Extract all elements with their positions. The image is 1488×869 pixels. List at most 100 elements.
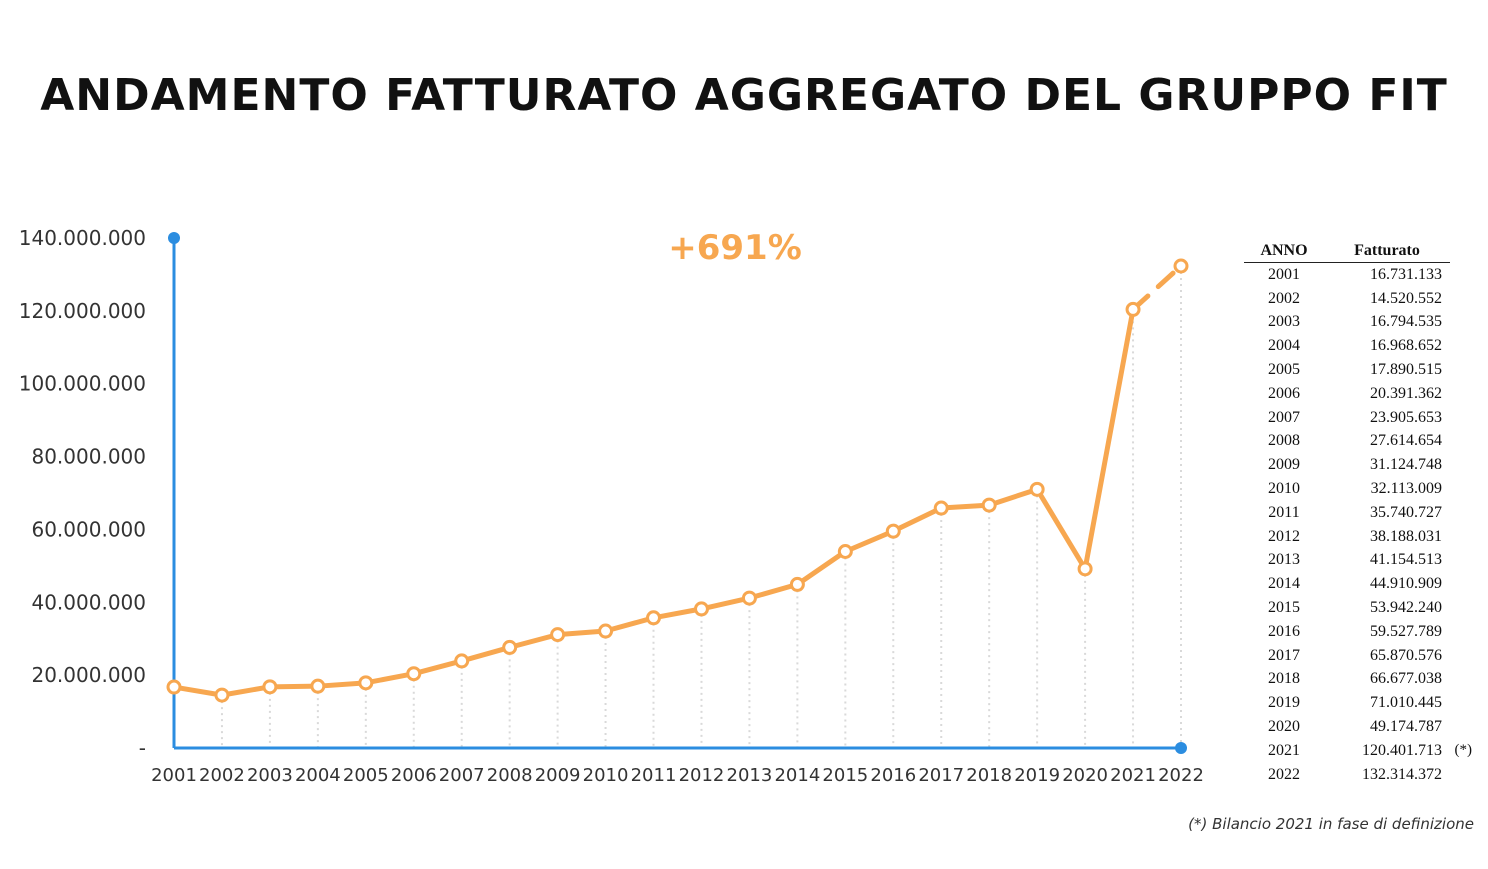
data-point [1029, 481, 1045, 497]
row-revenue: 35.740.727 [1370, 503, 1442, 521]
revenue-table: ANNO Fatturato 2001 16.731.133 2002 14.520.… [1244, 240, 1484, 787]
x-tick-label: 2021 [1110, 765, 1156, 786]
row-revenue: 16.794.535 [1370, 313, 1442, 331]
series-line-projection [1130, 263, 1184, 312]
x-tick-label: 2009 [535, 765, 581, 786]
x-tick-label: 2012 [679, 765, 725, 786]
table-row: 2008 27.614.654 [1244, 430, 1484, 454]
row-revenue: 17.890.515 [1370, 361, 1442, 379]
row-year: 2005 [1268, 361, 1300, 379]
table-row: 2016 59.527.789 [1244, 620, 1484, 644]
row-year: 2022 [1268, 765, 1300, 783]
x-tick-label: 2002 [199, 765, 245, 786]
row-revenue: 65.870.576 [1370, 646, 1442, 664]
row-year: 2008 [1268, 432, 1300, 450]
data-point [646, 610, 662, 626]
x-tick-label: 2001 [151, 765, 197, 786]
x-tick-label: 2004 [295, 765, 341, 786]
table-row: 2019 71.010.445 [1244, 691, 1484, 715]
x-tick-label: 2005 [343, 765, 389, 786]
x-tick-label: 2020 [1062, 765, 1108, 786]
data-point [1173, 258, 1189, 274]
row-revenue: 27.614.654 [1370, 432, 1442, 450]
table-row: 2017 65.870.576 [1244, 644, 1484, 668]
row-year: 2007 [1268, 408, 1300, 426]
data-point [933, 500, 949, 516]
y-tick-label: 80.000.000 [31, 445, 146, 469]
row-year: 2011 [1268, 503, 1300, 521]
x-tick-label: 2010 [583, 765, 629, 786]
row-year: 2019 [1268, 694, 1300, 712]
x-tick-label: 2018 [966, 765, 1012, 786]
data-point [741, 590, 757, 606]
row-revenue: 66.677.038 [1370, 670, 1442, 688]
data-point [310, 678, 326, 694]
x-tick-label: 2016 [870, 765, 916, 786]
table-row: 2014 44.910.909 [1244, 572, 1484, 596]
y-axis-end-dot [168, 232, 180, 244]
row-year: 2009 [1268, 456, 1300, 474]
table-row: 2018 66.677.038 [1244, 668, 1484, 692]
row-year: 2017 [1268, 646, 1300, 664]
y-tick-label: 140.000.000 [19, 226, 146, 250]
row-revenue: 71.010.445 [1370, 694, 1442, 712]
chart-title: ANDAMENTO FATTURATO AGGREGATO DEL GRUPPO… [40, 70, 1448, 121]
table-row: 2007 23.905.653 [1244, 406, 1484, 430]
data-point [166, 679, 182, 695]
table-row: 2020 49.174.787 [1244, 715, 1484, 739]
x-tick-label: 2019 [1014, 765, 1060, 786]
data-point [214, 687, 230, 703]
row-revenue: 120.401.713 [1362, 741, 1442, 759]
x-tick-label: 2017 [918, 765, 964, 786]
row-year: 2013 [1268, 551, 1300, 569]
row-revenue: 16.968.652 [1370, 337, 1442, 355]
row-year: 2015 [1268, 599, 1300, 617]
table-row: 2021 120.401.713 (*) [1244, 739, 1484, 763]
row-revenue: 38.188.031 [1370, 527, 1442, 545]
row-year: 2010 [1268, 480, 1300, 498]
row-year: 2004 [1268, 337, 1300, 355]
x-tick-label: 2006 [391, 765, 437, 786]
table-row: 2001 16.731.133 [1244, 263, 1484, 287]
x-tick-label: 2008 [487, 765, 533, 786]
data-point [885, 523, 901, 539]
x-tick-label: 2015 [822, 765, 868, 786]
row-revenue: 14.520.552 [1370, 289, 1442, 307]
row-revenue: 20.391.362 [1370, 384, 1442, 402]
data-point [789, 576, 805, 592]
table-row: 2004 16.968.652 [1244, 334, 1484, 358]
y-tick-label: 120.000.000 [19, 299, 146, 323]
y-tick-label: 40.000.000 [31, 590, 146, 614]
row-revenue: 49.174.787 [1370, 718, 1442, 736]
x-tick-label: 2022 [1158, 765, 1204, 786]
data-point [1125, 301, 1141, 317]
row-revenue: 31.124.748 [1370, 456, 1442, 474]
y-tick-label: - [139, 736, 146, 760]
table-row: 2013 41.154.513 [1244, 549, 1484, 573]
row-revenue: 32.113.009 [1370, 480, 1442, 498]
row-year: 2006 [1268, 384, 1300, 402]
table-row: 2010 32.113.009 [1244, 477, 1484, 501]
x-tick-label: 2007 [439, 765, 485, 786]
row-year: 2012 [1268, 527, 1300, 545]
data-point [1077, 561, 1093, 577]
row-revenue: 44.910.909 [1370, 575, 1442, 593]
data-point [358, 675, 374, 691]
data-point [598, 623, 614, 639]
data-point [837, 543, 853, 559]
row-year: 2014 [1268, 575, 1300, 593]
data-point [502, 639, 518, 655]
row-year: 2016 [1268, 622, 1300, 640]
table-row: 2006 20.391.362 [1244, 382, 1484, 406]
table-header: ANNO Fatturato [1244, 240, 1450, 263]
row-year: 2002 [1268, 289, 1300, 307]
table-row: 2005 17.890.515 [1244, 358, 1484, 382]
row-year: 2001 [1268, 265, 1300, 283]
table-row: 2011 35.740.727 [1244, 501, 1484, 525]
data-point [454, 653, 470, 669]
y-tick-label: 20.000.000 [31, 663, 146, 687]
data-point [981, 497, 997, 513]
line-chart: - 20.000.000 40.000.000 60.000.000 80.000.00… [19, 226, 1204, 786]
header-year: ANNO [1260, 242, 1308, 259]
row-year: 2020 [1268, 718, 1300, 736]
